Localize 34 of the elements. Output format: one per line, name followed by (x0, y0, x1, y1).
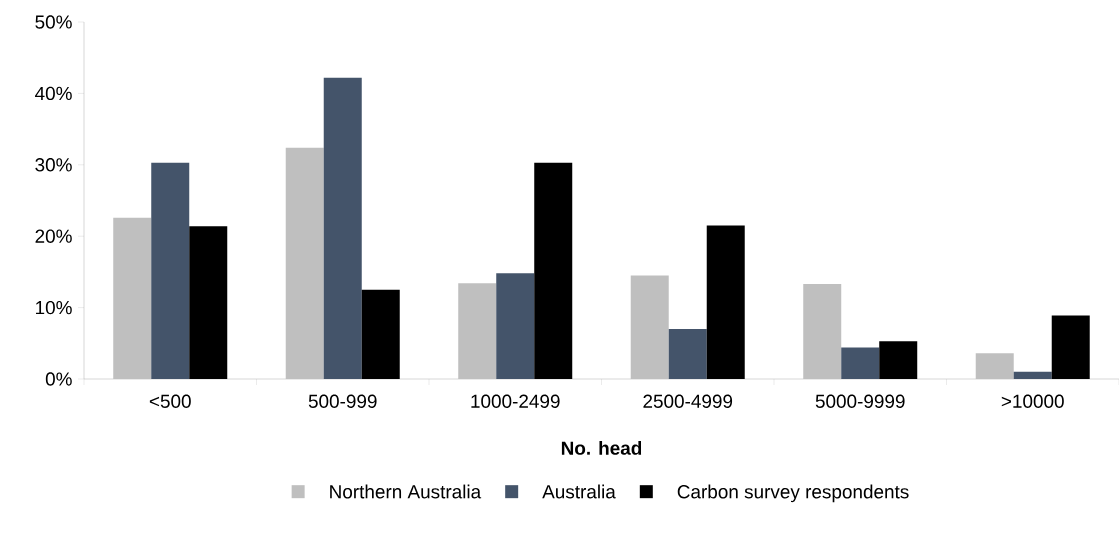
bar (841, 347, 880, 379)
bar (803, 284, 842, 379)
x-tick-label: >10000 (1001, 394, 1064, 408)
bar (630, 275, 669, 379)
legend-label: Northern Australia (330, 484, 482, 499)
y-tick-label: 20% (35, 229, 72, 243)
y-tick-label: 10% (36, 300, 72, 315)
x-tick-label: 5000-9999 (815, 394, 905, 408)
bar (151, 162, 190, 379)
y-tick-label: 40% (35, 86, 72, 101)
bar (189, 226, 228, 379)
x-axis-title: No. head (561, 440, 642, 455)
x-tick-label: 2500-4999 (643, 394, 733, 408)
bar (1013, 371, 1052, 379)
legend-label: Australia (542, 484, 616, 499)
bar (113, 217, 152, 379)
bar (534, 162, 573, 379)
bar (668, 329, 707, 379)
y-tick-label: 30% (35, 158, 72, 172)
x-tick-label: 1000-2499 (471, 394, 560, 408)
y-tick-label: 50% (35, 15, 72, 29)
bar (323, 77, 362, 379)
bar (361, 289, 400, 379)
legend-label: Carbon survey respondents (677, 484, 909, 503)
x-tick-label: 500-999 (308, 394, 377, 408)
bar (496, 273, 535, 379)
bar (879, 341, 918, 379)
bar (975, 353, 1014, 379)
bar (706, 225, 745, 379)
bar (458, 283, 497, 379)
bar (1051, 315, 1090, 379)
bar (285, 147, 324, 379)
x-tick-label: <500 (149, 394, 191, 408)
y-tick-label: 0% (45, 372, 72, 386)
